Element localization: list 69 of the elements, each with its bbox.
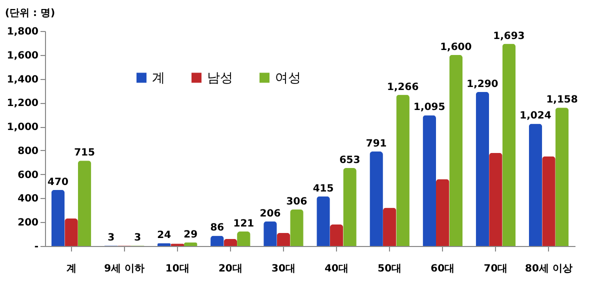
x-tick-label: 20대 (218, 264, 242, 274)
x-tick-label: 9세 이하 (104, 264, 145, 274)
data-label: 415 (312, 183, 334, 194)
bar (422, 115, 436, 246)
x-tick-label: 계 (66, 264, 76, 274)
legend-label: 계 (152, 70, 165, 86)
y-tick-label: 200 (18, 218, 39, 229)
bar (210, 236, 224, 246)
bar (343, 168, 356, 246)
data-label: 3 (108, 232, 115, 244)
data-label: 306 (286, 196, 308, 208)
bar (316, 196, 330, 246)
data-label: 653 (339, 155, 360, 166)
data-label: 24 (157, 230, 172, 242)
bar (555, 108, 569, 246)
bar (224, 238, 238, 246)
x-tick-label: 60대 (430, 264, 455, 274)
legend-label: 남성 (207, 70, 233, 86)
data-label: 86 (210, 222, 224, 234)
y-tick-label: 1,800 (6, 26, 39, 38)
x-tick-label: 10대 (165, 264, 190, 274)
data-label: 3 (134, 232, 142, 244)
data-label: 1,158 (546, 94, 578, 106)
bar (489, 152, 502, 246)
data-label: 1,290 (466, 78, 498, 90)
bar (528, 124, 542, 246)
data-label: 1,024 (520, 110, 552, 122)
y-tick-label: 800 (18, 146, 39, 157)
data-label: 29 (184, 230, 198, 241)
bar (476, 92, 490, 246)
data-label: 1,600 (440, 42, 472, 53)
y-tick-label: 1,200 (6, 98, 39, 110)
x-tick-label: 70대 (484, 264, 508, 274)
legend-label: 여성 (275, 70, 301, 86)
y-tick-label: 600 (18, 170, 39, 181)
bar (237, 232, 250, 246)
y-tick-label: 1,600 (6, 50, 39, 62)
data-label: 1,095 (414, 102, 446, 114)
bar (436, 179, 450, 246)
bar (184, 242, 198, 246)
bar (78, 160, 92, 246)
data-label: 715 (74, 148, 96, 159)
x-tick-label: 40대 (324, 264, 348, 274)
data-label: 1,693 (493, 30, 525, 42)
bar (276, 232, 290, 246)
bar (264, 221, 277, 246)
bar (370, 152, 383, 246)
data-label: 1,266 (387, 82, 419, 93)
x-tick-label: 30대 (272, 264, 296, 274)
y-tick-label: 1,000 (6, 122, 39, 134)
data-label: 121 (233, 218, 254, 230)
bar (64, 218, 78, 246)
bar (449, 54, 463, 246)
y-tick-label: - (34, 242, 38, 252)
bar (330, 224, 344, 246)
data-label: 206 (260, 208, 281, 220)
y-tick-label: 400 (18, 194, 39, 205)
bar (290, 209, 304, 246)
bar (396, 94, 410, 246)
bar (382, 208, 396, 246)
data-label: 791 (366, 138, 387, 150)
bar (542, 156, 556, 246)
bar (51, 190, 65, 246)
x-tick-label: 50대 (378, 264, 402, 274)
data-label: 470 (48, 176, 68, 188)
y-tick-label: 1,400 (6, 74, 39, 86)
y-axis-title: (단위 : 명) (5, 8, 56, 19)
x-tick-label: 80세 이상 (525, 264, 572, 274)
bar (502, 44, 516, 246)
